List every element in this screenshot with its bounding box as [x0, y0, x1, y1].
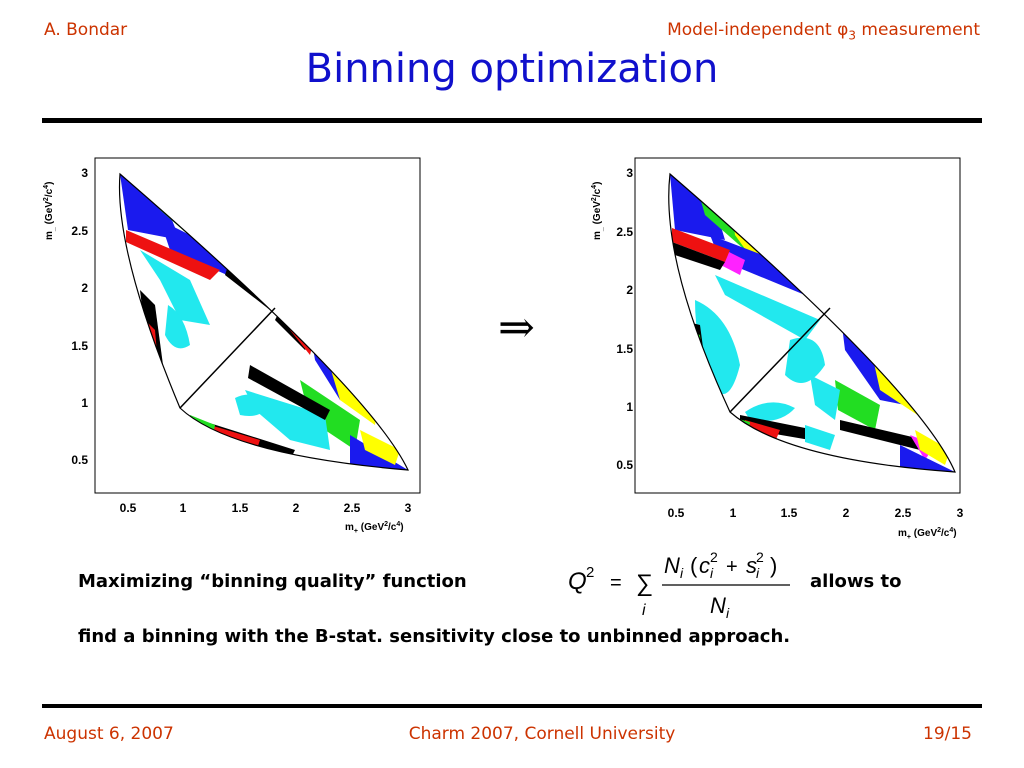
diagonal-divider [729, 307, 831, 413]
x-tick-label: 1 [730, 506, 737, 520]
region-cyan [785, 337, 825, 383]
author-label: A. Bondar [44, 20, 128, 40]
region-cyan [165, 305, 190, 349]
region-green [300, 380, 360, 450]
x-tick-label: 1 [180, 501, 187, 515]
footer-page-number: 19/15 [923, 724, 972, 744]
y-tick-label: 0.5 [71, 453, 88, 467]
x-axis-label: m+ (GeV2/c4) [898, 527, 957, 541]
x-tick-label: 0.5 [668, 506, 685, 520]
quality-function-formula: Q 2 = ∑ i N i ( c 2 i + s 2 i ) N i [568, 549, 790, 621]
region-cyan [805, 425, 835, 450]
dalitz-plot-initial: 0.5 1 1.5 2 2.5 3 3 2.5 2 1.5 1 0.5 m+ (… [43, 157, 421, 535]
y-tick-label: 1 [81, 396, 88, 410]
y-tick-label: 2 [81, 281, 88, 295]
y-tick-label: 1.5 [71, 339, 88, 353]
formula-paren-open: ( [690, 553, 698, 578]
x-axis-label: m+ (GeV2/c4) [345, 521, 404, 535]
x-tick-label: 2.5 [344, 501, 361, 515]
region-cyan [695, 300, 740, 395]
top-divider [42, 118, 982, 123]
x-tick-label: 2 [843, 506, 850, 520]
y-tick-label: 2.5 [616, 225, 633, 239]
y-axis-label: m_ (GeV2/c4) [43, 182, 57, 240]
x-axis-ticks: 0.5 1 1.5 2 2.5 3 [668, 506, 964, 520]
region-cyan [715, 275, 820, 340]
y-tick-label: 1.5 [616, 342, 633, 356]
footer-conference: Charm 2007, Cornell University [408, 724, 676, 744]
y-tick-label: 3 [81, 166, 88, 180]
x-tick-label: 3 [957, 506, 964, 520]
region-black [672, 242, 725, 270]
region-green [835, 380, 880, 430]
region-cyan [745, 402, 795, 422]
formula-den-N: N [710, 593, 726, 618]
region-red [126, 230, 220, 280]
region-yellow [915, 430, 950, 465]
body-text-line1-start: Maximizing “binning quality” function [78, 571, 467, 592]
formula-index: i [642, 602, 646, 619]
region-cyan [235, 394, 270, 416]
formula-plus: + [726, 556, 738, 578]
formula-lhs-exponent: 2 [586, 564, 594, 581]
formula-paren-close: ) [770, 553, 777, 578]
region-blue [670, 174, 725, 240]
region-black [248, 365, 330, 420]
dalitz-plot-optimized: 0.5 1 1.5 2 2.5 3 3 2.5 2 1.5 1 0.5 m+ (… [591, 157, 964, 541]
formula-lhs: Q [568, 568, 587, 595]
formula-num-N-index: i [680, 565, 684, 581]
region-black [740, 415, 815, 440]
bottom-divider [42, 704, 982, 708]
region-yellow [360, 430, 400, 465]
region-cyan [140, 250, 210, 325]
x-tick-label: 0.5 [120, 501, 137, 515]
formula-num-c-exp: 2 [710, 549, 718, 565]
formula-den-index: i [726, 605, 730, 621]
y-tick-label: 2 [626, 283, 633, 297]
topic-prefix: Model-independent φ [667, 20, 849, 40]
x-tick-label: 2 [293, 501, 300, 515]
x-tick-label: 1.5 [232, 501, 249, 515]
formula-num-s-exp: 2 [756, 549, 764, 565]
body-text-line1-end: allows to [810, 571, 902, 592]
formula-num-c-index: i [710, 565, 714, 581]
x-tick-label: 1.5 [781, 506, 798, 520]
formula-sum: ∑ [636, 570, 653, 597]
topic-suffix: measurement [855, 20, 980, 40]
slide-title: Binning optimization [305, 46, 719, 92]
formula-num-s: s [746, 553, 757, 578]
diagonal-divider [179, 307, 276, 409]
x-axis-ticks: 0.5 1 1.5 2 2.5 3 [120, 501, 412, 515]
y-axis-ticks: 3 2.5 2 1.5 1 0.5 [71, 166, 88, 467]
y-axis-ticks: 3 2.5 2 1.5 1 0.5 [616, 166, 633, 472]
topic-label: Model-independent φ3 measurement [667, 20, 980, 42]
region-black [840, 420, 925, 450]
footer-date: August 6, 2007 [44, 724, 174, 744]
y-axis-label: m_ (GeV2/c4) [591, 182, 605, 240]
y-tick-label: 3 [626, 166, 633, 180]
topic-subscript: 3 [848, 28, 856, 43]
dalitz-boundary [118, 172, 409, 471]
y-tick-label: 1 [626, 400, 633, 414]
region-red [672, 228, 730, 262]
region-blue [900, 445, 955, 472]
x-tick-label: 2.5 [895, 506, 912, 520]
formula-num-N: N [664, 553, 680, 578]
body-text-line2: find a binning with the B-stat. sensitiv… [78, 626, 791, 647]
formula-num-c: c [699, 553, 710, 578]
x-tick-label: 3 [405, 501, 412, 515]
dalitz-boundary [668, 172, 956, 473]
formula-num-s-index: i [756, 565, 760, 581]
implies-arrow: ⇒ [498, 302, 535, 353]
formula-equals: = [610, 572, 622, 594]
y-tick-label: 0.5 [616, 458, 633, 472]
y-tick-label: 2.5 [71, 224, 88, 238]
region-cyan [810, 375, 840, 420]
